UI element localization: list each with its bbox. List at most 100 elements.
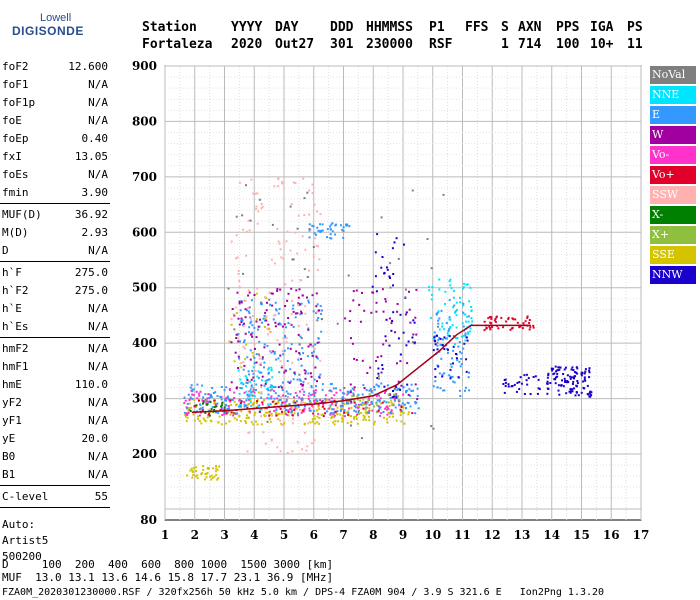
echo-point — [321, 388, 324, 391]
echo-point — [203, 419, 206, 421]
echo-point — [352, 394, 355, 397]
echo-point — [270, 351, 273, 354]
echo-point — [318, 376, 321, 379]
echo-point — [369, 388, 372, 391]
echo-point — [207, 393, 210, 396]
echo-point — [235, 418, 238, 421]
echo-point — [465, 283, 468, 286]
echo-point — [264, 442, 267, 445]
echo-point — [202, 465, 205, 468]
echo-point — [381, 364, 384, 367]
param-row: yF2 N/A — [2, 394, 108, 412]
echo-point — [219, 395, 222, 398]
echo-point — [382, 343, 385, 346]
echo-point — [237, 269, 240, 272]
echo-point — [220, 408, 223, 411]
echo-point — [384, 298, 387, 301]
echo-point — [586, 384, 589, 387]
echo-point — [260, 207, 263, 210]
echo-point — [470, 306, 473, 308]
echo-point — [312, 350, 315, 353]
echo-point — [252, 403, 255, 406]
echo-point — [317, 405, 320, 408]
echo-point — [339, 389, 342, 392]
echo-point — [242, 324, 244, 326]
echo-point — [250, 386, 253, 389]
echo-point — [349, 391, 352, 394]
echo-point — [229, 399, 232, 402]
echo-point — [318, 309, 321, 312]
echo-point — [209, 475, 211, 478]
echo-point — [277, 401, 280, 404]
echo-point — [329, 237, 332, 240]
echo-point — [265, 319, 268, 322]
echo-point — [235, 337, 238, 339]
echo-point — [238, 323, 241, 326]
echo-point — [341, 420, 344, 423]
echo-point — [399, 360, 402, 363]
echo-point — [459, 350, 461, 353]
echo-point — [279, 395, 282, 398]
echo-point — [569, 391, 572, 394]
echo-point — [575, 366, 578, 369]
echo-point — [193, 466, 195, 469]
echo-point — [450, 365, 453, 368]
echo-point — [449, 326, 452, 328]
echo-point — [270, 412, 273, 415]
footer-muf: MUF 13.0 13.1 13.6 14.6 15.8 17.7 23.1 3… — [2, 571, 334, 584]
echo-point — [437, 322, 440, 325]
echo-point — [290, 203, 293, 206]
echo-point — [387, 401, 390, 404]
echo-point — [455, 314, 458, 317]
echo-point — [357, 407, 360, 409]
echo-point — [448, 335, 451, 338]
echo-point — [215, 465, 217, 467]
echo-point — [215, 467, 218, 470]
echo-point — [245, 343, 248, 346]
echo-point — [568, 390, 571, 393]
footer-distance: D 100 200 400 600 800 1000 1500 3000 [km… — [2, 558, 334, 571]
echo-point — [316, 380, 318, 383]
echo-point — [227, 287, 230, 290]
echo-point — [512, 318, 515, 321]
echo-point — [257, 325, 260, 328]
echo-point — [315, 355, 318, 358]
echo-point — [284, 305, 287, 307]
echo-point — [253, 391, 256, 394]
echo-point — [317, 245, 320, 248]
echo-point — [351, 395, 354, 398]
echo-point — [208, 414, 211, 417]
echo-point — [315, 292, 318, 295]
echo-point — [313, 399, 315, 402]
echo-point — [281, 325, 284, 328]
echo-point — [361, 401, 364, 404]
echo-point — [393, 400, 396, 403]
echo-point — [263, 361, 266, 364]
divider — [0, 337, 110, 338]
echo-point — [276, 402, 279, 404]
echo-point — [343, 392, 346, 395]
echo-point — [243, 339, 246, 342]
echo-point — [247, 289, 250, 292]
echo-point — [380, 216, 383, 219]
echo-point — [201, 409, 204, 412]
param-row: foF1p N/A — [2, 94, 108, 112]
echo-point — [390, 399, 393, 402]
echo-point — [381, 401, 384, 404]
echo-point — [310, 351, 313, 354]
echo-point — [279, 419, 282, 422]
echo-point — [272, 389, 275, 392]
echo-point — [319, 213, 322, 216]
echo-point — [380, 412, 383, 415]
echo-point — [187, 412, 190, 414]
x-tick-label: 16 — [603, 528, 620, 542]
echo-point — [514, 318, 517, 321]
echo-point — [383, 272, 386, 275]
echo-point — [253, 414, 256, 416]
param-value: 12.600 — [68, 60, 108, 73]
echo-point — [497, 327, 500, 330]
echo-point — [267, 393, 270, 396]
legend-item-noval: NoVal — [650, 66, 696, 84]
echo-point — [455, 326, 458, 329]
echo-point — [397, 337, 400, 340]
